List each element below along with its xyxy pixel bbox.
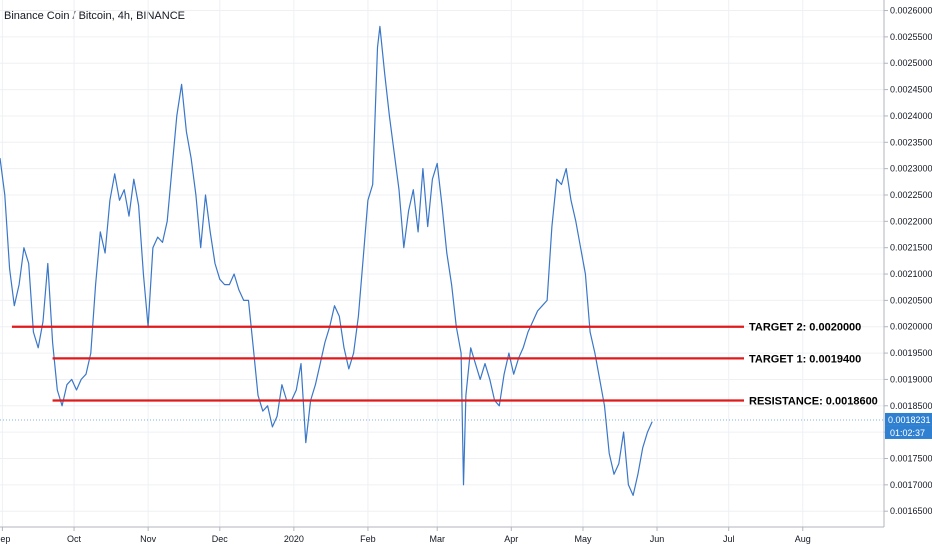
y-tick-label: 0.0022000: [890, 216, 932, 226]
y-tick-label: 0.0017000: [890, 480, 932, 490]
y-tick-label: 0.0018500: [890, 401, 932, 411]
y-tick-label: 0.0025500: [890, 32, 932, 42]
y-tick-label: 0.0021000: [890, 269, 932, 279]
countdown-label: 01:02:37: [890, 428, 925, 438]
x-tick-label: Jul: [723, 534, 735, 544]
y-tick-label: 0.0019500: [890, 348, 932, 358]
x-tick-label: Oct: [67, 534, 82, 544]
level-label: TARGET 2: 0.0020000: [749, 322, 861, 334]
chart-title: Binance Coin / Bitcoin, 4h, BINANCE: [4, 10, 185, 22]
y-tick-label: 0.0025000: [890, 58, 932, 68]
y-tick-label: 0.0020500: [890, 295, 932, 305]
level-label: TARGET 1: 0.0019400: [749, 353, 861, 365]
price-series-line[interactable]: [0, 25, 653, 496]
last-price-badge: [885, 412, 932, 426]
x-tick-label: Dec: [212, 534, 229, 544]
x-tick-label: Sep: [0, 534, 10, 544]
x-tick-label: Jun: [650, 534, 665, 544]
x-tick-label: Aug: [795, 534, 811, 544]
last-price-label: 0.0018231: [888, 415, 931, 425]
y-tick-label: 0.0026000: [890, 6, 932, 16]
x-tick-label: Nov: [140, 534, 157, 544]
y-tick-label: 0.0020000: [890, 322, 932, 332]
y-tick-label: 0.0021500: [890, 243, 932, 253]
y-tick-label: 0.0023000: [890, 164, 932, 174]
y-tick-label: 0.0019000: [890, 374, 932, 384]
x-tick-label: Feb: [360, 534, 376, 544]
x-tick-label: 2020: [284, 534, 304, 544]
y-tick-label: 0.0024000: [890, 111, 932, 121]
y-tick-label: 0.0023500: [890, 137, 932, 147]
y-tick-label: 0.0024500: [890, 85, 932, 95]
x-tick-label: Mar: [429, 534, 445, 544]
y-tick-label: 0.0022500: [890, 190, 932, 200]
countdown-badge: [885, 425, 932, 439]
y-tick-label: 0.0017500: [890, 453, 932, 463]
x-tick-label: May: [574, 534, 592, 544]
x-tick-label: Apr: [504, 534, 518, 544]
y-tick-label: 0.0016500: [890, 506, 932, 516]
level-label: RESISTANCE: 0.0018600: [749, 396, 878, 408]
